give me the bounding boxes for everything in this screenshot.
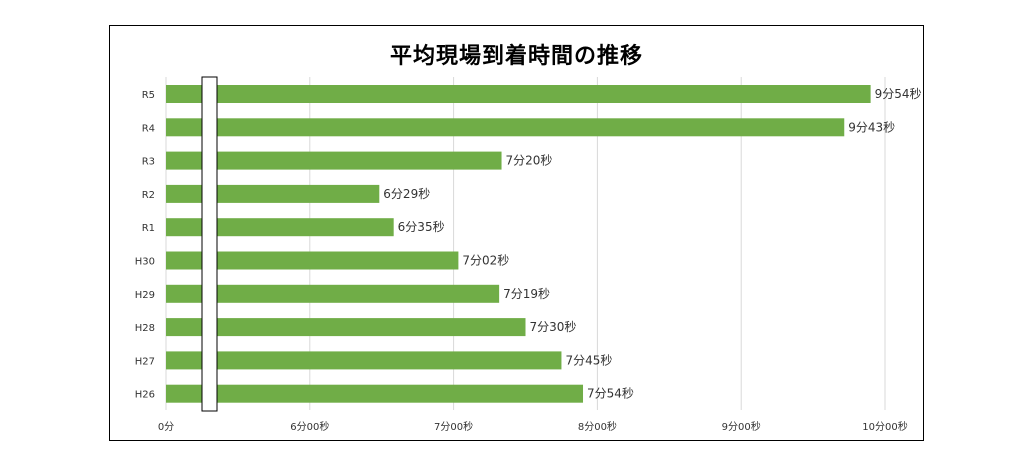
data-label-R3: 7分20秒: [506, 154, 553, 168]
bar-R2: [166, 184, 380, 203]
bar-H26: [166, 384, 584, 403]
data-label-H28: 7分30秒: [530, 320, 577, 334]
category-label-H27: H27: [135, 356, 155, 367]
category-label-H28: H28: [135, 323, 155, 334]
x-tick-label-5: 10分00秒: [862, 420, 907, 433]
bar-H29: [166, 284, 500, 303]
category-label-R3: R3: [142, 157, 155, 168]
data-label-H27: 7分45秒: [565, 353, 612, 367]
bar-H30: [166, 251, 459, 270]
category-label-R5: R5: [142, 90, 155, 101]
data-label-R5: 9分54秒: [875, 87, 922, 101]
bar-H27: [166, 351, 562, 370]
data-label-H29: 7分19秒: [503, 287, 550, 301]
data-label-H26: 7分54秒: [587, 387, 634, 401]
bar-R3: [166, 151, 502, 170]
category-label-R1: R1: [142, 223, 155, 234]
category-label-H29: H29: [135, 290, 155, 301]
category-label-H26: H26: [135, 390, 155, 401]
x-tick-label-3: 8分00秒: [578, 420, 617, 433]
bar-R1: [166, 218, 394, 237]
bar-R5: [166, 85, 871, 103]
chart-title: 平均現場到着時間の推移: [389, 44, 643, 69]
x-tick-label-4: 9分00秒: [722, 420, 761, 433]
bar-H28: [166, 318, 526, 337]
category-label-R4: R4: [142, 123, 155, 134]
x-tick-label-1: 6分00秒: [290, 420, 329, 433]
bar-R4: [166, 118, 845, 137]
axis-break-marker: [201, 76, 218, 412]
data-label-R1: 6分35秒: [398, 220, 445, 234]
data-label-R2: 6分29秒: [383, 187, 430, 201]
x-tick-label-0: 0分: [158, 421, 174, 433]
data-label-R4: 9分43秒: [848, 120, 895, 134]
category-label-H30: H30: [135, 257, 155, 268]
x-tick-label-2: 7分00秒: [434, 420, 473, 433]
data-label-H30: 7分02秒: [462, 254, 509, 268]
category-label-R2: R2: [142, 190, 155, 201]
